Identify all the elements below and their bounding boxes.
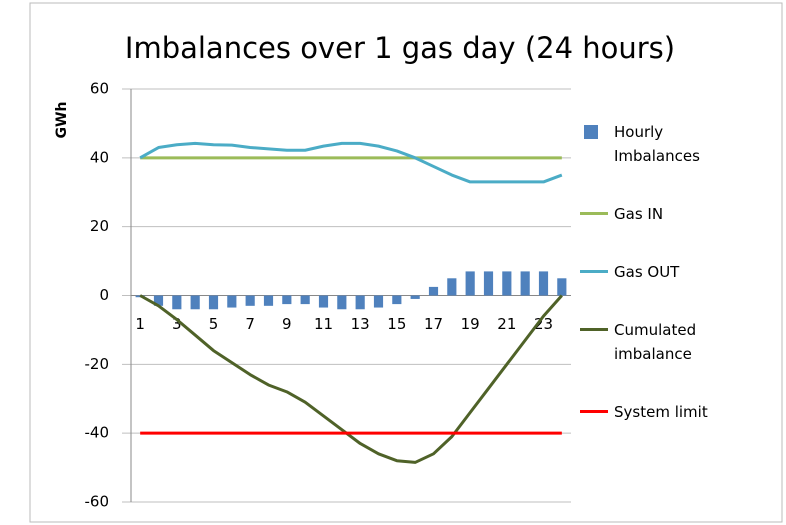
x-tick-label: 17: [424, 315, 443, 333]
x-tick-label: 23: [534, 315, 553, 333]
line: [139, 294, 563, 464]
bar: [483, 271, 494, 296]
x-tick-label: 11: [314, 315, 333, 333]
x-tick-label: 1: [135, 315, 145, 333]
bar: [282, 295, 292, 305]
bar: [410, 295, 420, 299]
bar: [263, 295, 274, 306]
y-tick-label: 60: [90, 80, 109, 98]
legend-key: [580, 202, 608, 226]
y-tick-label: -20: [85, 355, 110, 373]
bar: [318, 295, 329, 308]
y-tick-label: 40: [90, 148, 109, 166]
x-tick-label: 21: [497, 315, 516, 333]
legend-item: Gas OUT: [580, 260, 780, 284]
x-tick-label: 5: [209, 315, 219, 333]
legend-item: Gas IN: [580, 202, 780, 226]
bar: [557, 278, 567, 296]
y-axis-title: GWh: [54, 102, 70, 139]
legend-key: [580, 120, 608, 144]
legend-label: Hourly Imbalances: [614, 123, 700, 165]
legend-item: Cumulated imbalance: [580, 318, 780, 366]
legend-key: [580, 400, 608, 424]
bar: [465, 271, 475, 296]
bar: [153, 295, 164, 306]
bar: [502, 271, 512, 296]
legend-item: Hourly Imbalances: [580, 120, 780, 168]
bar: [190, 295, 200, 310]
legend-label: System limit: [614, 403, 708, 421]
chart-title: Imbalances over 1 gas day (24 hours): [125, 31, 675, 65]
y-tick-label: 20: [90, 217, 109, 235]
x-tick-label: 3: [172, 315, 182, 333]
bar: [355, 295, 365, 310]
y-tick-label: -60: [85, 493, 110, 511]
line: [139, 141, 563, 184]
bar: [208, 295, 219, 310]
x-tick-label: 19: [461, 315, 480, 333]
x-tick-label: 15: [387, 315, 406, 333]
legend-label: Cumulated imbalance: [614, 321, 697, 363]
bar: [392, 295, 402, 305]
legend-label: Gas IN: [614, 205, 664, 223]
bar: [172, 295, 182, 310]
bar: [245, 295, 255, 306]
x-tick-label: 9: [282, 315, 292, 333]
x-tick-label: 7: [245, 315, 255, 333]
bar: [300, 295, 310, 305]
x-tick-label: 13: [351, 315, 370, 333]
y-tick-label: -40: [85, 424, 110, 442]
bar: [447, 278, 457, 296]
y-tick-label: 0: [99, 286, 109, 304]
legend-item: System limit: [580, 400, 780, 424]
bar: [337, 295, 347, 310]
legend-key: [580, 260, 608, 284]
bar: [520, 271, 530, 296]
bar: [373, 295, 384, 308]
bar: [227, 295, 237, 308]
bar: [428, 286, 439, 296]
bar: [538, 271, 549, 296]
legend-label: Gas OUT: [614, 263, 680, 281]
legend-key: [580, 318, 608, 342]
